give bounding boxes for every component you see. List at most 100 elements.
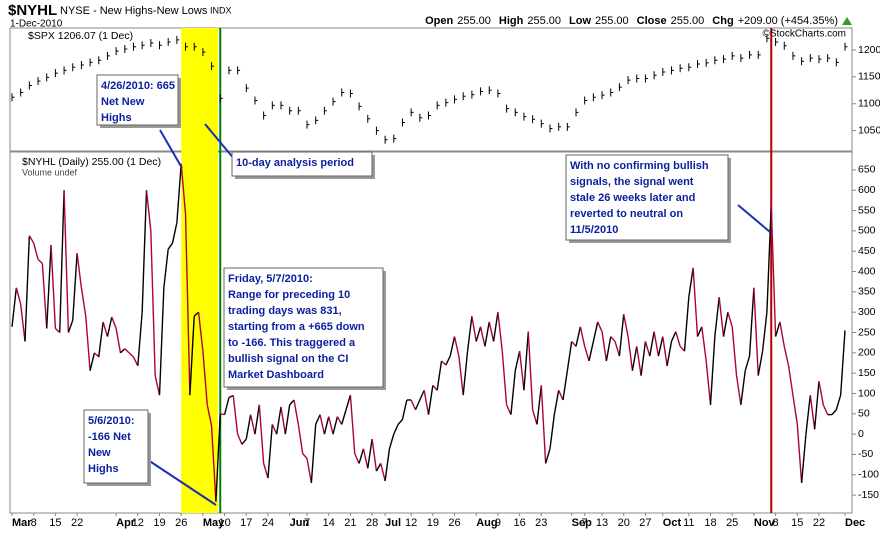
line-segment (718, 297, 725, 337)
line-segment (558, 389, 564, 401)
line-segment (510, 370, 516, 415)
line-segment (262, 463, 269, 479)
price-bar (592, 93, 596, 102)
line-segment (761, 312, 768, 352)
line-segment (657, 336, 664, 357)
x-tick-label: 26 (175, 517, 187, 529)
line-segment (757, 351, 764, 376)
line-segment (67, 320, 74, 333)
price-bar (332, 97, 336, 106)
line-segment (523, 331, 529, 391)
y-tick-label: 1150 (858, 71, 880, 83)
quote-value: 255.00 (595, 15, 629, 27)
line-segment (141, 190, 148, 313)
price-bar (714, 56, 718, 65)
line-segment (98, 321, 104, 357)
annotation-text: Friday, 5/7/2010: (228, 273, 313, 285)
line-segment (119, 348, 126, 354)
y-tick-label: 350 (858, 286, 876, 298)
line-segment (336, 416, 343, 425)
price-bar (419, 113, 423, 122)
price-bar (11, 93, 15, 102)
annotation-text: Highs (101, 112, 132, 124)
x-tick-label: 28 (366, 517, 378, 529)
line-segment (271, 424, 278, 435)
x-tick-label: 8 (31, 517, 37, 529)
line-segment (228, 394, 234, 399)
price-bar (566, 122, 570, 131)
line-segment (497, 312, 503, 352)
x-tick-label: 13 (596, 517, 608, 529)
x-tick-label: 8 (773, 517, 779, 529)
price-bar (393, 134, 397, 143)
x-tick-label: 18 (704, 517, 716, 529)
line-segment (397, 419, 403, 425)
price-bar (72, 63, 76, 72)
price-bar (254, 96, 258, 105)
line-segment (180, 163, 187, 215)
line-segment (436, 360, 443, 391)
line-segment (158, 287, 165, 396)
x-tick-label: Oct (663, 517, 682, 529)
annotation-text: trading days was 831, (228, 305, 342, 317)
line-segment (19, 303, 26, 342)
exchange: INDX (210, 5, 232, 15)
annotation-pointer (204, 123, 236, 161)
price-bar (835, 58, 839, 67)
line-segment (289, 399, 295, 406)
price-bar (315, 116, 319, 125)
price-bar (497, 89, 501, 98)
line-segment (831, 409, 837, 416)
line-segment (28, 235, 35, 244)
line-segment (714, 297, 720, 337)
line-segment (601, 331, 608, 362)
price-bar (757, 50, 761, 59)
x-tick-label: Jun (290, 517, 310, 529)
annotation-text: With no confirming bullish (570, 160, 709, 172)
price-bar (115, 47, 119, 56)
line-segment (631, 346, 638, 371)
line-segment (275, 406, 282, 435)
price-bar (132, 42, 136, 51)
price-bar (271, 101, 275, 110)
x-tick-label: 10 (218, 517, 230, 529)
annotation-box (231, 151, 373, 177)
price-bar (20, 88, 24, 97)
line-segment (193, 311, 200, 317)
y-tick-label: -100 (858, 469, 879, 481)
line-segment (245, 414, 252, 440)
line-segment (471, 316, 477, 342)
price-bar (618, 83, 622, 92)
x-tick-label: Aug (476, 517, 497, 529)
date: 1-Dec-2010 (10, 19, 63, 30)
price-bar (558, 122, 562, 131)
line-segment (76, 253, 83, 288)
line-segment (588, 341, 595, 362)
line-segment (41, 263, 48, 329)
x-tick-label: Dec (845, 517, 865, 529)
annotation-text: 5/6/2010: (88, 415, 134, 427)
annotation: 10-day analysis period (204, 123, 375, 179)
x-tick-label: 26 (448, 517, 460, 529)
annotation-text: stale 26 weeks later and (570, 192, 695, 204)
price-bar (176, 35, 180, 44)
price-bar (575, 108, 579, 117)
line-segment (254, 404, 260, 435)
line-segment (445, 355, 451, 366)
line-segment (150, 230, 156, 376)
price-bar (488, 86, 492, 95)
y-tick-label: 1100 (858, 98, 880, 110)
line-segment (310, 424, 317, 483)
x-tick-label: 22 (813, 517, 825, 529)
line-segment (748, 287, 755, 357)
line-segment (492, 312, 499, 342)
price-bar (523, 112, 527, 121)
line-segment (171, 222, 178, 244)
line-segment (202, 351, 208, 405)
annotation-text: Market Dashboard (228, 369, 324, 381)
price-bar (723, 55, 727, 64)
annotation-text: starting from a +665 down (228, 321, 365, 333)
line-segment (683, 297, 690, 352)
annotation-text: New (88, 447, 111, 459)
line-segment (349, 395, 356, 454)
